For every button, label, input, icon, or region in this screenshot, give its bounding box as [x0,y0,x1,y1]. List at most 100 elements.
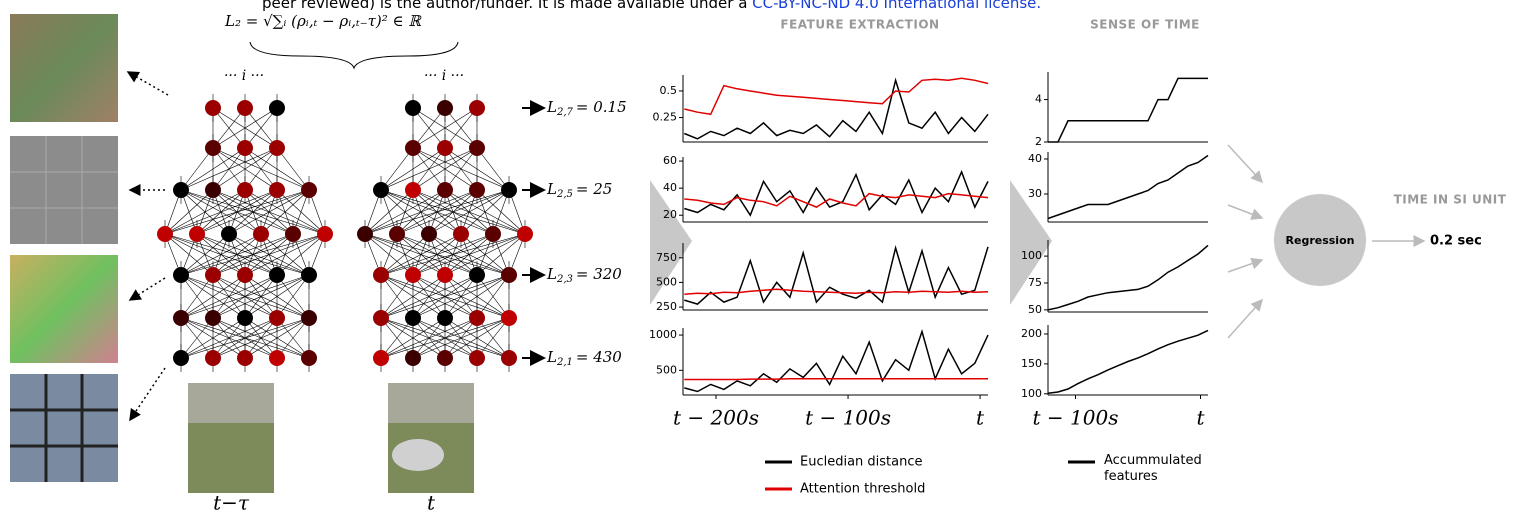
connection [364,189,446,235]
neuron [205,100,221,116]
neuron [237,310,253,326]
x-tick-label: t [976,406,985,430]
neuron [405,100,421,116]
connection [180,274,246,319]
video-sky [188,383,274,423]
neuron [157,226,173,242]
connection [476,274,510,319]
connection [180,147,278,191]
connection [260,189,310,235]
neuron [173,267,189,283]
connection [164,189,310,235]
distance-label: L2,5 = 25 [546,180,612,200]
y-tick-label: 500 [656,275,677,288]
legend-label-box: Accummulated features [1104,453,1202,484]
license-link[interactable]: CC-BY-NC-ND 4.0 International license. [752,0,1041,12]
connection [180,233,326,276]
y-tick-label: 100 [1021,249,1042,262]
neuron [237,100,253,116]
chevron [650,180,692,305]
connection [444,147,478,191]
output: 0.2 sec [1430,234,1482,249]
connection [412,147,478,191]
y-tick-label: 40 [663,181,677,194]
neuron [437,140,453,156]
subscript: 2,1 [556,357,573,368]
neuron [469,182,485,198]
connection [412,107,478,149]
neuron [501,182,517,198]
grid-pattern [10,374,118,482]
neuron [437,182,453,198]
connection [276,147,310,191]
connection [180,317,278,359]
regression-arrows [1227,144,1426,339]
legend-label: Eucledian distance [800,455,923,470]
neuron [437,350,453,366]
connection [212,147,278,191]
dotted-arrows [126,71,169,422]
regression-label: Regression [1286,234,1355,247]
connection [164,189,278,235]
series-line [684,192,989,208]
neuron [405,140,421,156]
grid-pattern [10,136,118,244]
connection [364,189,414,235]
neuron [373,182,389,198]
connection [244,317,310,359]
neuron [173,182,189,198]
neuron [373,267,389,283]
neuron [173,350,189,366]
neuron [285,226,301,242]
neuron [269,350,285,366]
neuron [501,310,517,326]
connection [412,317,510,359]
connection [380,274,510,319]
neuron [205,267,221,283]
connection [380,147,414,191]
neural-nets [157,94,533,372]
neuron [205,310,221,326]
symbol: L [546,265,557,283]
neuron [405,350,421,366]
series-line [1047,154,1209,220]
connection [412,233,526,276]
y-tick-label: 100 [1021,387,1042,400]
connection [212,233,326,276]
neuron [269,310,285,326]
neuron [437,310,453,326]
notice-text: peer reviewed) is the author/funder. It … [262,0,752,12]
connection [380,233,462,276]
neuron [453,226,469,242]
notice: peer reviewed) is the author/funder. It … [262,0,1041,12]
connection [212,107,278,149]
neuron [205,350,221,366]
connection [164,189,246,235]
connection [212,317,310,359]
y-tick-label: 1000 [649,328,677,341]
legend-label: Accummulated features [1104,453,1202,484]
series-line [684,77,989,140]
series-line [1047,244,1209,311]
series-line [684,328,989,393]
x-tick-label: t − 100s [1033,406,1119,430]
connection [380,147,446,191]
neuron [237,182,253,198]
connection [380,233,494,276]
y-tick-label: 30 [1028,187,1042,200]
neuron [237,267,253,283]
subscript: 2,3 [556,274,573,285]
connection [244,147,278,191]
neuron [469,140,485,156]
neuron [317,226,333,242]
neuron [389,226,405,242]
connection [180,317,214,359]
neuron [437,100,453,116]
cow [392,439,444,471]
neuron [269,267,285,283]
series-line [1048,77,1208,143]
x-tick-label: t − 200s [673,406,759,430]
y-tick-label: 0.5 [660,84,678,97]
